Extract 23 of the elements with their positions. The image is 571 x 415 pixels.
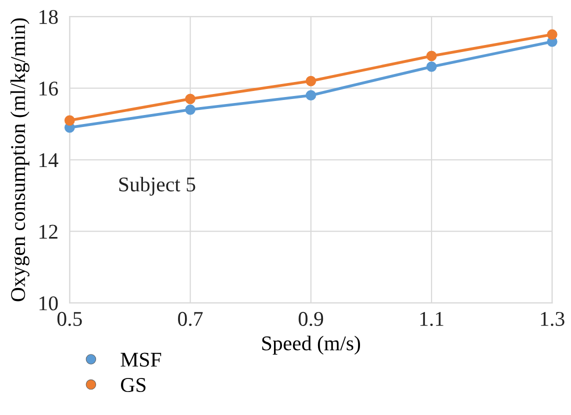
- point: [185, 104, 196, 115]
- point: [306, 76, 316, 86]
- legend-label: GS: [120, 378, 146, 392]
- y-tick-label: 16: [40, 82, 58, 96]
- y-tick-label: 12: [40, 224, 58, 239]
- y-tick-label: 18: [40, 10, 58, 24]
- x-tick-label: 0.5: [57, 312, 82, 326]
- y-tick-label: 14: [40, 153, 58, 168]
- point: [426, 50, 437, 62]
- y-tick-label: 10: [40, 296, 58, 310]
- y-axis-title: Oxygen consumption (ml/kg/min): [10, 18, 30, 302]
- x-tick-label: 0.7: [178, 312, 203, 326]
- x-tick-label: 1.1: [420, 312, 444, 326]
- point: [185, 94, 196, 104]
- point: [546, 29, 558, 40]
- point: [306, 90, 316, 101]
- annotation: Subject 5: [119, 176, 196, 196]
- x-tick-label: 1.3: [540, 312, 564, 326]
- x-tick-label: 0.9: [298, 312, 324, 326]
- x-axis-title: Speed (m/s): [262, 336, 360, 355]
- point: [64, 115, 75, 126]
- point: [426, 62, 437, 72]
- legend-label: MSF: [120, 352, 162, 367]
